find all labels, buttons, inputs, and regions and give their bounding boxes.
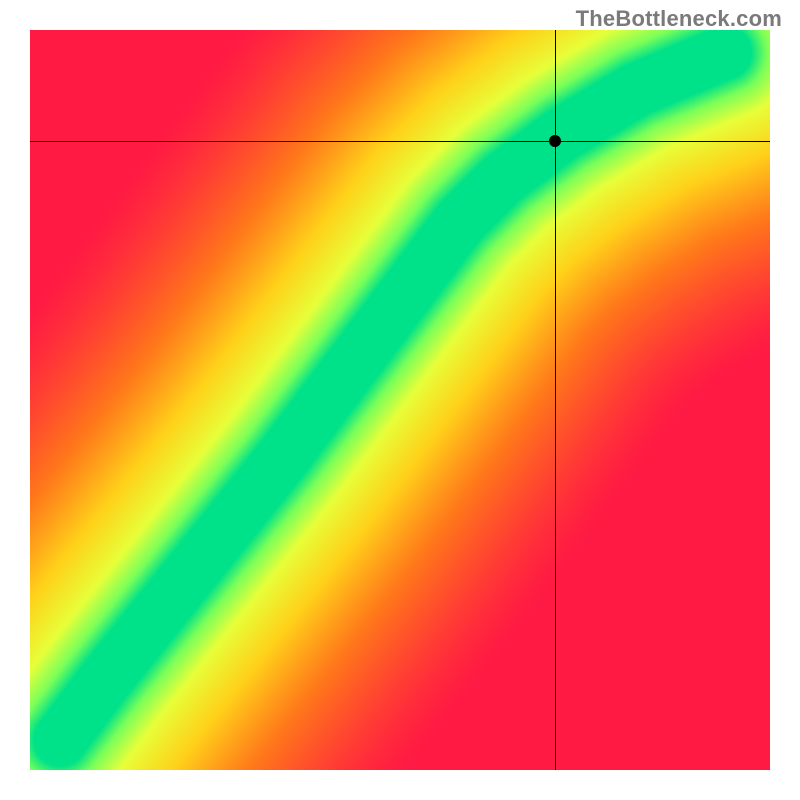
crosshair-horizontal (30, 141, 770, 142)
plot-area (30, 30, 770, 770)
attribution-text: TheBottleneck.com (576, 6, 782, 32)
figure-root: TheBottleneck.com (0, 0, 800, 800)
